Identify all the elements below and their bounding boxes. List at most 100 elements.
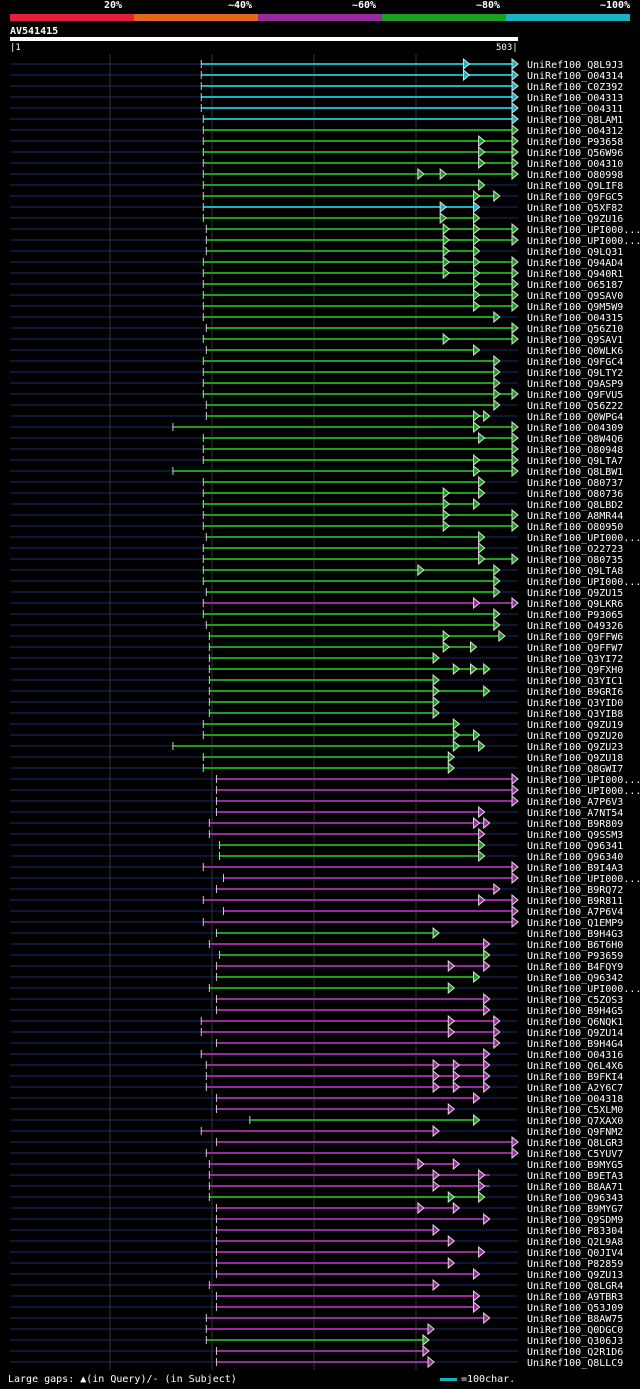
- hit-label[interactable]: UniRef100_Q9SAV0: [527, 291, 623, 302]
- hit-label[interactable]: UniRef100_Q2R1D6: [527, 1347, 623, 1358]
- hit-label[interactable]: UniRef100_A8MR44: [527, 511, 623, 522]
- hit-label[interactable]: UniRef100_Q9FFW7: [527, 643, 623, 654]
- hit-label[interactable]: UniRef100_B9ETA3: [527, 1171, 623, 1182]
- hit-label[interactable]: UniRef100_O80998: [527, 170, 623, 181]
- hit-label[interactable]: UniRef100_UPI000...: [527, 577, 640, 588]
- hit-label[interactable]: UniRef100_P93659: [527, 951, 623, 962]
- hit-label[interactable]: UniRef100_A7NT54: [527, 808, 623, 819]
- hit-label[interactable]: UniRef100_Q8LAM1: [527, 115, 623, 126]
- hit-label[interactable]: UniRef100_Q9FNM2: [527, 1127, 623, 1138]
- hit-label[interactable]: UniRef100_Q9ZU14: [527, 1028, 623, 1039]
- hit-label[interactable]: UniRef100_Q9ZU16: [527, 214, 623, 225]
- hit-label[interactable]: UniRef100_Q1EMP9: [527, 918, 623, 929]
- hit-label[interactable]: UniRef100_Q9SAV1: [527, 335, 623, 346]
- hit-label[interactable]: UniRef100_Q3YIC1: [527, 676, 623, 687]
- hit-label[interactable]: UniRef100_UPI000...: [527, 775, 640, 786]
- hit-label[interactable]: UniRef100_Q9FXH0: [527, 665, 623, 676]
- hit-label[interactable]: UniRef100_Q9FFW6: [527, 632, 623, 643]
- hit-label[interactable]: UniRef100_Q9LKR6: [527, 599, 623, 610]
- hit-label[interactable]: UniRef100_Q8LBD2: [527, 500, 623, 511]
- hit-label[interactable]: UniRef100_C0Z392: [527, 82, 623, 93]
- hit-label[interactable]: UniRef100_C5XLM0: [527, 1105, 623, 1116]
- hit-label[interactable]: UniRef100_B9MYG5: [527, 1160, 623, 1171]
- hit-label[interactable]: UniRef100_O80948: [527, 445, 623, 456]
- hit-label[interactable]: UniRef100_Q56Z10: [527, 324, 623, 335]
- hit-label[interactable]: UniRef100_Q0DGC0: [527, 1325, 623, 1336]
- hit-label[interactable]: UniRef100_A7P6V3: [527, 797, 623, 808]
- hit-label[interactable]: UniRef100_Q3YIB8: [527, 709, 623, 720]
- hit-label[interactable]: UniRef100_Q6L4X6: [527, 1061, 623, 1072]
- hit-label[interactable]: UniRef100_A7P6V4: [527, 907, 623, 918]
- hit-label[interactable]: UniRef100_Q9LTA7: [527, 456, 623, 467]
- hit-label[interactable]: UniRef100_UPI000...: [527, 786, 640, 797]
- hit-label[interactable]: UniRef100_Q0JIV4: [527, 1248, 623, 1259]
- hit-label[interactable]: UniRef100_O04315: [527, 313, 623, 324]
- hit-label[interactable]: UniRef100_B4FQY9: [527, 962, 623, 973]
- hit-label[interactable]: UniRef100_A9TBR3: [527, 1292, 623, 1303]
- hit-label[interactable]: UniRef100_Q2L9A8: [527, 1237, 623, 1248]
- hit-label[interactable]: UniRef100_P82859: [527, 1259, 623, 1270]
- hit-label[interactable]: UniRef100_Q9LQ31: [527, 247, 623, 258]
- hit-label[interactable]: UniRef100_O04316: [527, 1050, 623, 1061]
- hit-label[interactable]: UniRef100_Q9LIF8: [527, 181, 623, 192]
- hit-label[interactable]: UniRef100_P83304: [527, 1226, 623, 1237]
- hit-label[interactable]: UniRef100_Q9ZU20: [527, 731, 623, 742]
- hit-label[interactable]: UniRef100_Q0WPG4: [527, 412, 623, 423]
- hit-label[interactable]: UniRef100_Q9ZU19: [527, 720, 623, 731]
- hit-label[interactable]: UniRef100_O49326: [527, 621, 623, 632]
- hit-label[interactable]: UniRef100_O04311: [527, 104, 623, 115]
- hit-label[interactable]: UniRef100_B9MYG7: [527, 1204, 623, 1215]
- hit-label[interactable]: UniRef100_A2Y6C7: [527, 1083, 623, 1094]
- hit-label[interactable]: UniRef100_Q8W4Q6: [527, 434, 623, 445]
- hit-label[interactable]: UniRef100_Q8L9J3: [527, 60, 623, 71]
- hit-label[interactable]: UniRef100_O04309: [527, 423, 623, 434]
- hit-label[interactable]: UniRef100_Q8LLC9: [527, 1358, 623, 1369]
- hit-label[interactable]: UniRef100_B9R811: [527, 896, 623, 907]
- hit-label[interactable]: UniRef100_Q96341: [527, 841, 623, 852]
- hit-label[interactable]: UniRef100_Q94AD4: [527, 258, 623, 269]
- hit-label[interactable]: UniRef100_O80737: [527, 478, 623, 489]
- hit-label[interactable]: UniRef100_Q9ASP9: [527, 379, 623, 390]
- hit-label[interactable]: UniRef100_P93658: [527, 137, 623, 148]
- hit-label[interactable]: UniRef100_O04318: [527, 1094, 623, 1105]
- hit-label[interactable]: UniRef100_B9GRI6: [527, 687, 623, 698]
- hit-label[interactable]: UniRef100_Q9FGC4: [527, 357, 623, 368]
- hit-label[interactable]: UniRef100_UPI000...: [527, 236, 640, 247]
- hit-label[interactable]: UniRef100_Q9SDM9: [527, 1215, 623, 1226]
- hit-label[interactable]: UniRef100_Q9ZU18: [527, 753, 623, 764]
- hit-label[interactable]: UniRef100_C5YUV7: [527, 1149, 623, 1160]
- hit-label[interactable]: UniRef100_O04312: [527, 126, 623, 137]
- hit-label[interactable]: UniRef100_B8AA71: [527, 1182, 623, 1193]
- hit-label[interactable]: UniRef100_Q9LTY2: [527, 368, 623, 379]
- hit-label[interactable]: UniRef100_Q9ZU23: [527, 742, 623, 753]
- hit-label[interactable]: UniRef100_O04313: [527, 93, 623, 104]
- hit-label[interactable]: UniRef100_O65187: [527, 280, 623, 291]
- hit-label[interactable]: UniRef100_Q56Z22: [527, 401, 623, 412]
- hit-label[interactable]: UniRef100_Q6NQK1: [527, 1017, 623, 1028]
- hit-label[interactable]: UniRef100_Q8LGR3: [527, 1138, 623, 1149]
- hit-label[interactable]: UniRef100_O22723: [527, 544, 623, 555]
- hit-label[interactable]: UniRef100_Q96340: [527, 852, 623, 863]
- hit-label[interactable]: UniRef100_UPI000...: [527, 533, 640, 544]
- hit-label[interactable]: UniRef100_Q96342: [527, 973, 623, 984]
- hit-label[interactable]: UniRef100_Q8LBW1: [527, 467, 623, 478]
- hit-label[interactable]: UniRef100_Q9FVU5: [527, 390, 623, 401]
- hit-label[interactable]: UniRef100_B9H4G3: [527, 929, 623, 940]
- hit-label[interactable]: UniRef100_O80735: [527, 555, 623, 566]
- hit-label[interactable]: UniRef100_Q3YID0: [527, 698, 623, 709]
- hit-label[interactable]: UniRef100_Q53J09: [527, 1303, 623, 1314]
- hit-label[interactable]: UniRef100_Q9ZU13: [527, 1270, 623, 1281]
- hit-label[interactable]: UniRef100_P93065: [527, 610, 623, 621]
- hit-label[interactable]: UniRef100_Q9M5W9: [527, 302, 623, 313]
- hit-label[interactable]: UniRef100_B9R809: [527, 819, 623, 830]
- hit-label[interactable]: UniRef100_Q9FGC5: [527, 192, 623, 203]
- hit-label[interactable]: UniRef100_Q9ZU15: [527, 588, 623, 599]
- hit-label[interactable]: UniRef100_Q9LTA8: [527, 566, 623, 577]
- hit-label[interactable]: UniRef100_Q3YI72: [527, 654, 623, 665]
- hit-label[interactable]: UniRef100_B9FKI4: [527, 1072, 623, 1083]
- hit-label[interactable]: UniRef100_UPI000...: [527, 874, 640, 885]
- hit-label[interactable]: UniRef100_O04310: [527, 159, 623, 170]
- hit-label[interactable]: UniRef100_B9RQ72: [527, 885, 623, 896]
- hit-label[interactable]: UniRef100_B8AW75: [527, 1314, 623, 1325]
- hit-label[interactable]: UniRef100_O04314: [527, 71, 623, 82]
